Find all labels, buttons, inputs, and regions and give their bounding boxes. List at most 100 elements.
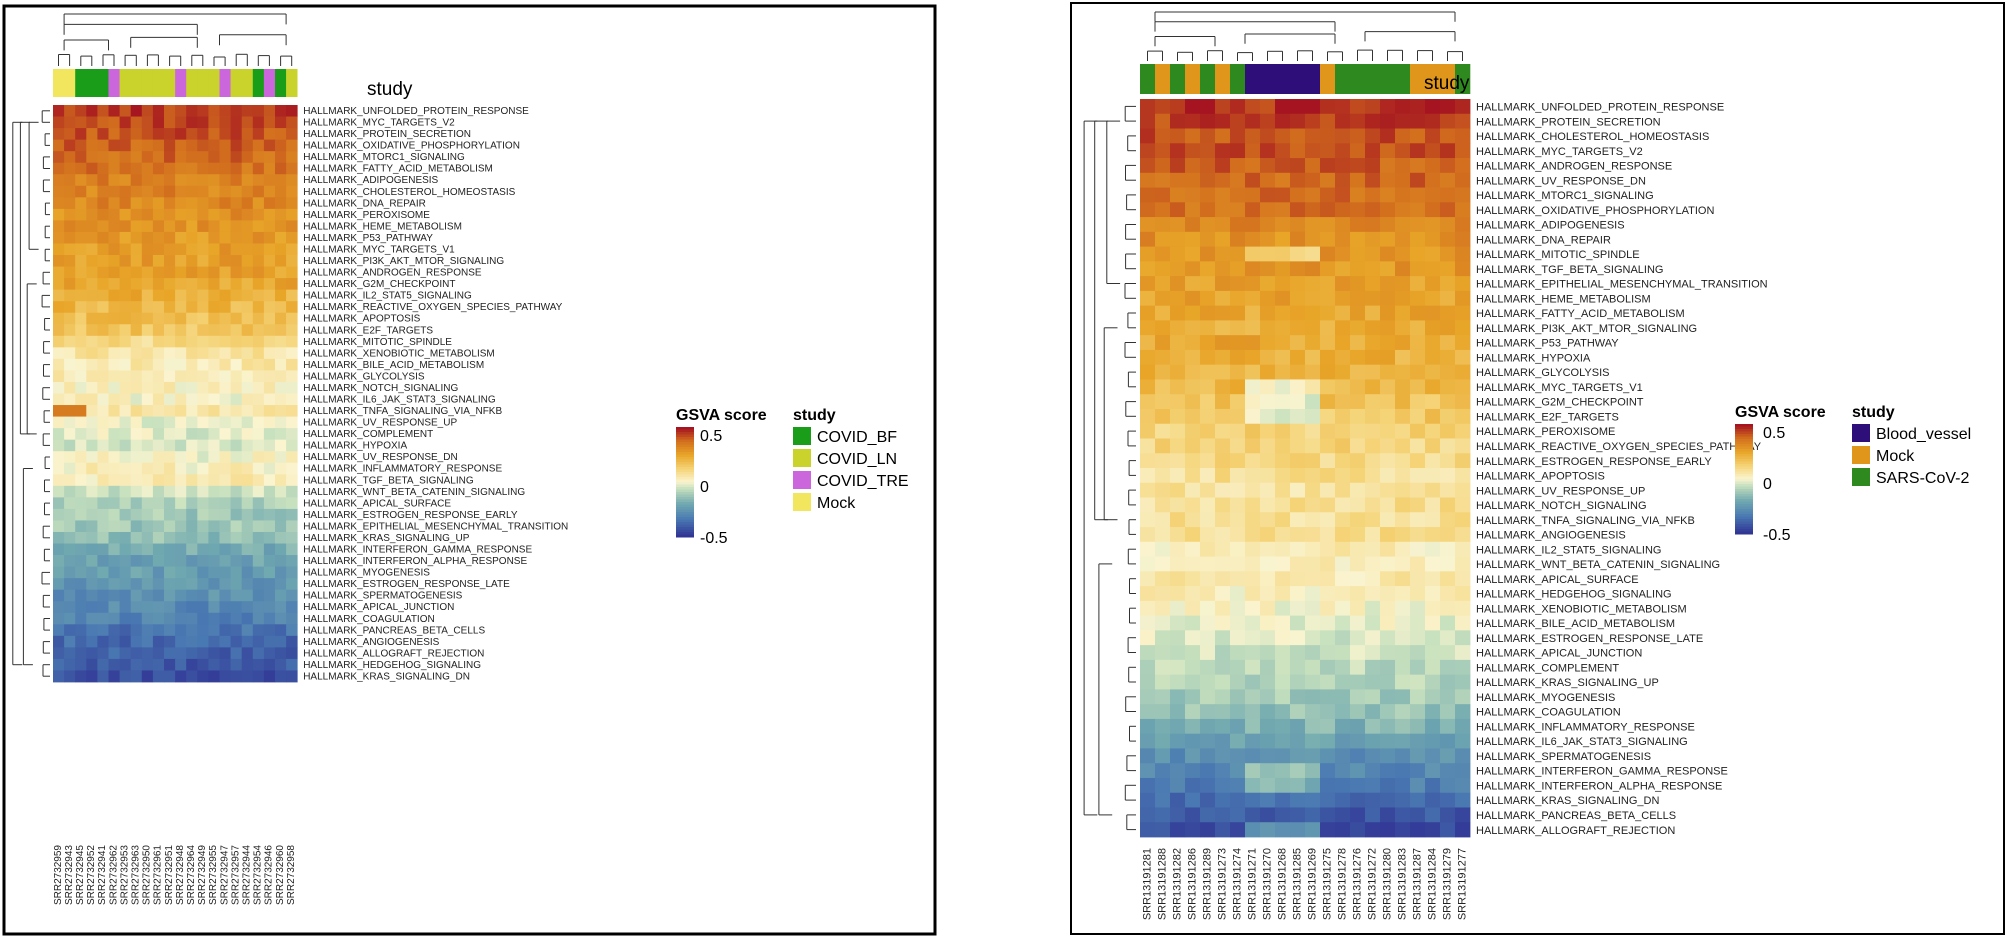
heatmap-cell — [97, 416, 109, 429]
heatmap-cell — [1170, 231, 1186, 247]
heatmap-cell — [1305, 615, 1321, 631]
heatmap-cell — [1455, 143, 1471, 159]
heatmap-cell — [97, 128, 109, 141]
heatmap-cell — [1305, 99, 1321, 115]
heatmap-cell — [263, 151, 276, 164]
heatmap-cell — [108, 428, 120, 441]
heatmap-cell — [108, 601, 120, 614]
colorbar-step — [1735, 446, 1753, 450]
heatmap-cell — [1245, 364, 1261, 380]
heatmap-cell — [152, 451, 165, 464]
heatmap-cell — [75, 220, 87, 233]
heatmap-cell — [152, 497, 165, 510]
heatmap-cell — [1395, 512, 1411, 528]
heatmap-cell — [1155, 482, 1171, 498]
heatmap-cell — [197, 578, 209, 591]
heatmap-cell — [175, 624, 187, 637]
colorbar-step — [1735, 481, 1753, 485]
heatmap-cell — [152, 624, 165, 637]
heatmap-cell — [164, 451, 176, 464]
heatmap-cell — [186, 185, 198, 198]
heatmap-cell — [1380, 217, 1396, 233]
heatmap-cell — [1380, 556, 1396, 572]
heatmap-cell — [1140, 689, 1156, 705]
heatmap-cell — [1410, 335, 1426, 351]
heatmap-cell — [152, 139, 165, 152]
heatmap-cell — [141, 128, 154, 141]
heatmap-cell — [219, 324, 231, 337]
heatmap-cell — [208, 255, 220, 267]
heatmap-cell — [263, 162, 276, 175]
heatmap-cell — [141, 531, 154, 544]
heatmap-cell — [1380, 497, 1396, 513]
heatmap-cell — [241, 474, 254, 487]
heatmap-cell — [1425, 718, 1441, 735]
heatmap-cell — [75, 451, 87, 464]
heatmap-cell — [86, 462, 98, 475]
heatmap-cell — [1380, 335, 1396, 351]
heatmap-cell — [1335, 748, 1351, 764]
heatmap-cell — [75, 255, 87, 267]
heatmap-cell — [230, 220, 243, 233]
heatmap-cell — [263, 428, 276, 441]
heatmap-cell — [75, 139, 87, 152]
heatmap-cell — [64, 312, 76, 325]
heatmap-cell — [1440, 571, 1456, 587]
heatmap-cell — [241, 185, 254, 198]
annotation-cell — [1365, 64, 1381, 94]
heatmap-cell — [219, 139, 231, 152]
heatmap-cell — [1365, 822, 1381, 838]
heatmap-cell — [241, 335, 254, 348]
heatmap-cell — [1350, 645, 1366, 661]
heatmap-cell — [75, 197, 87, 210]
heatmap-cell — [1455, 748, 1471, 764]
colorbar-step — [1735, 439, 1753, 442]
colorbar-step — [1735, 434, 1753, 437]
heatmap-cell — [1440, 718, 1456, 735]
heatmap-cell — [175, 185, 187, 198]
heatmap-cell — [252, 220, 265, 233]
heatmap-cell — [64, 185, 76, 198]
annotation-cell — [1380, 64, 1396, 94]
heatmap-cell — [1380, 276, 1396, 292]
heatmap-cell — [197, 116, 209, 129]
heatmap-cell — [1245, 718, 1261, 735]
heatmap-cell — [1185, 659, 1201, 676]
row-label: HALLMARK_OXIDATIVE_PHOSPHORYLATION — [303, 141, 520, 152]
heatmap-cell — [275, 578, 287, 591]
heatmap-cell — [208, 278, 220, 291]
heatmap-cell — [1350, 792, 1366, 808]
heatmap-cell — [241, 381, 254, 394]
heatmap-cell — [1335, 335, 1351, 351]
heatmap-cell — [1440, 231, 1456, 247]
heatmap-cell — [1395, 822, 1411, 838]
heatmap-cell — [286, 301, 298, 314]
heatmap-cell — [1440, 143, 1456, 159]
heatmap-cell — [1320, 172, 1336, 188]
heatmap-cell — [1185, 792, 1201, 808]
heatmap-cell — [1440, 792, 1456, 808]
heatmap-cell — [1395, 659, 1411, 676]
heatmap-cell — [263, 578, 276, 591]
heatmap-cell — [97, 105, 109, 117]
heatmap-cell — [1140, 202, 1156, 218]
heatmap-cell — [1140, 822, 1156, 838]
heatmap-cell — [119, 301, 132, 314]
column-label: SRR2732964 — [186, 845, 197, 905]
heatmap-cell — [1290, 659, 1306, 676]
heatmap-cell — [86, 531, 98, 544]
heatmap-cell — [219, 231, 231, 244]
heatmap-cell — [1170, 99, 1186, 115]
heatmap-cell — [1335, 99, 1351, 115]
heatmap-cell — [219, 243, 231, 256]
heatmap-cell — [86, 312, 98, 325]
heatmap-cell — [1350, 290, 1366, 307]
heatmap-cell — [108, 635, 120, 648]
heatmap-cell — [230, 139, 243, 152]
heatmap-cell — [1320, 600, 1336, 616]
heatmap-cell — [241, 174, 254, 187]
heatmap-cell — [1425, 349, 1441, 366]
heatmap-cell — [263, 370, 276, 383]
heatmap-cell — [75, 520, 87, 533]
heatmap-cell — [1335, 704, 1351, 720]
